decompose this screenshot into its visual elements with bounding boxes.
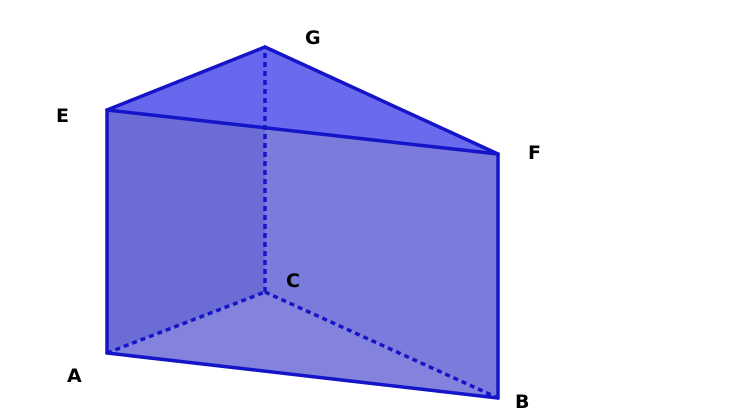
edge-ef (105, 108, 500, 156)
vertex-label-e: E (56, 105, 69, 127)
vertex-label-c: C (286, 270, 300, 292)
faces (107, 47, 498, 398)
vertex-label-b: B (515, 391, 529, 412)
face-abfe (107, 110, 498, 398)
edge-ac (106, 290, 266, 355)
edge-eg (105, 45, 267, 112)
face-efg (107, 47, 498, 154)
edge-cb (264, 290, 499, 400)
edge-gf (263, 45, 500, 156)
vertex-label-f: F (528, 142, 541, 164)
visible-edges (105, 45, 500, 400)
vertex-label-a: A (67, 365, 82, 387)
vertex-labels: G E F C A B (56, 27, 541, 412)
edge-ab (105, 351, 500, 400)
hidden-edges (106, 47, 499, 400)
vertex-label-g: G (305, 27, 321, 49)
